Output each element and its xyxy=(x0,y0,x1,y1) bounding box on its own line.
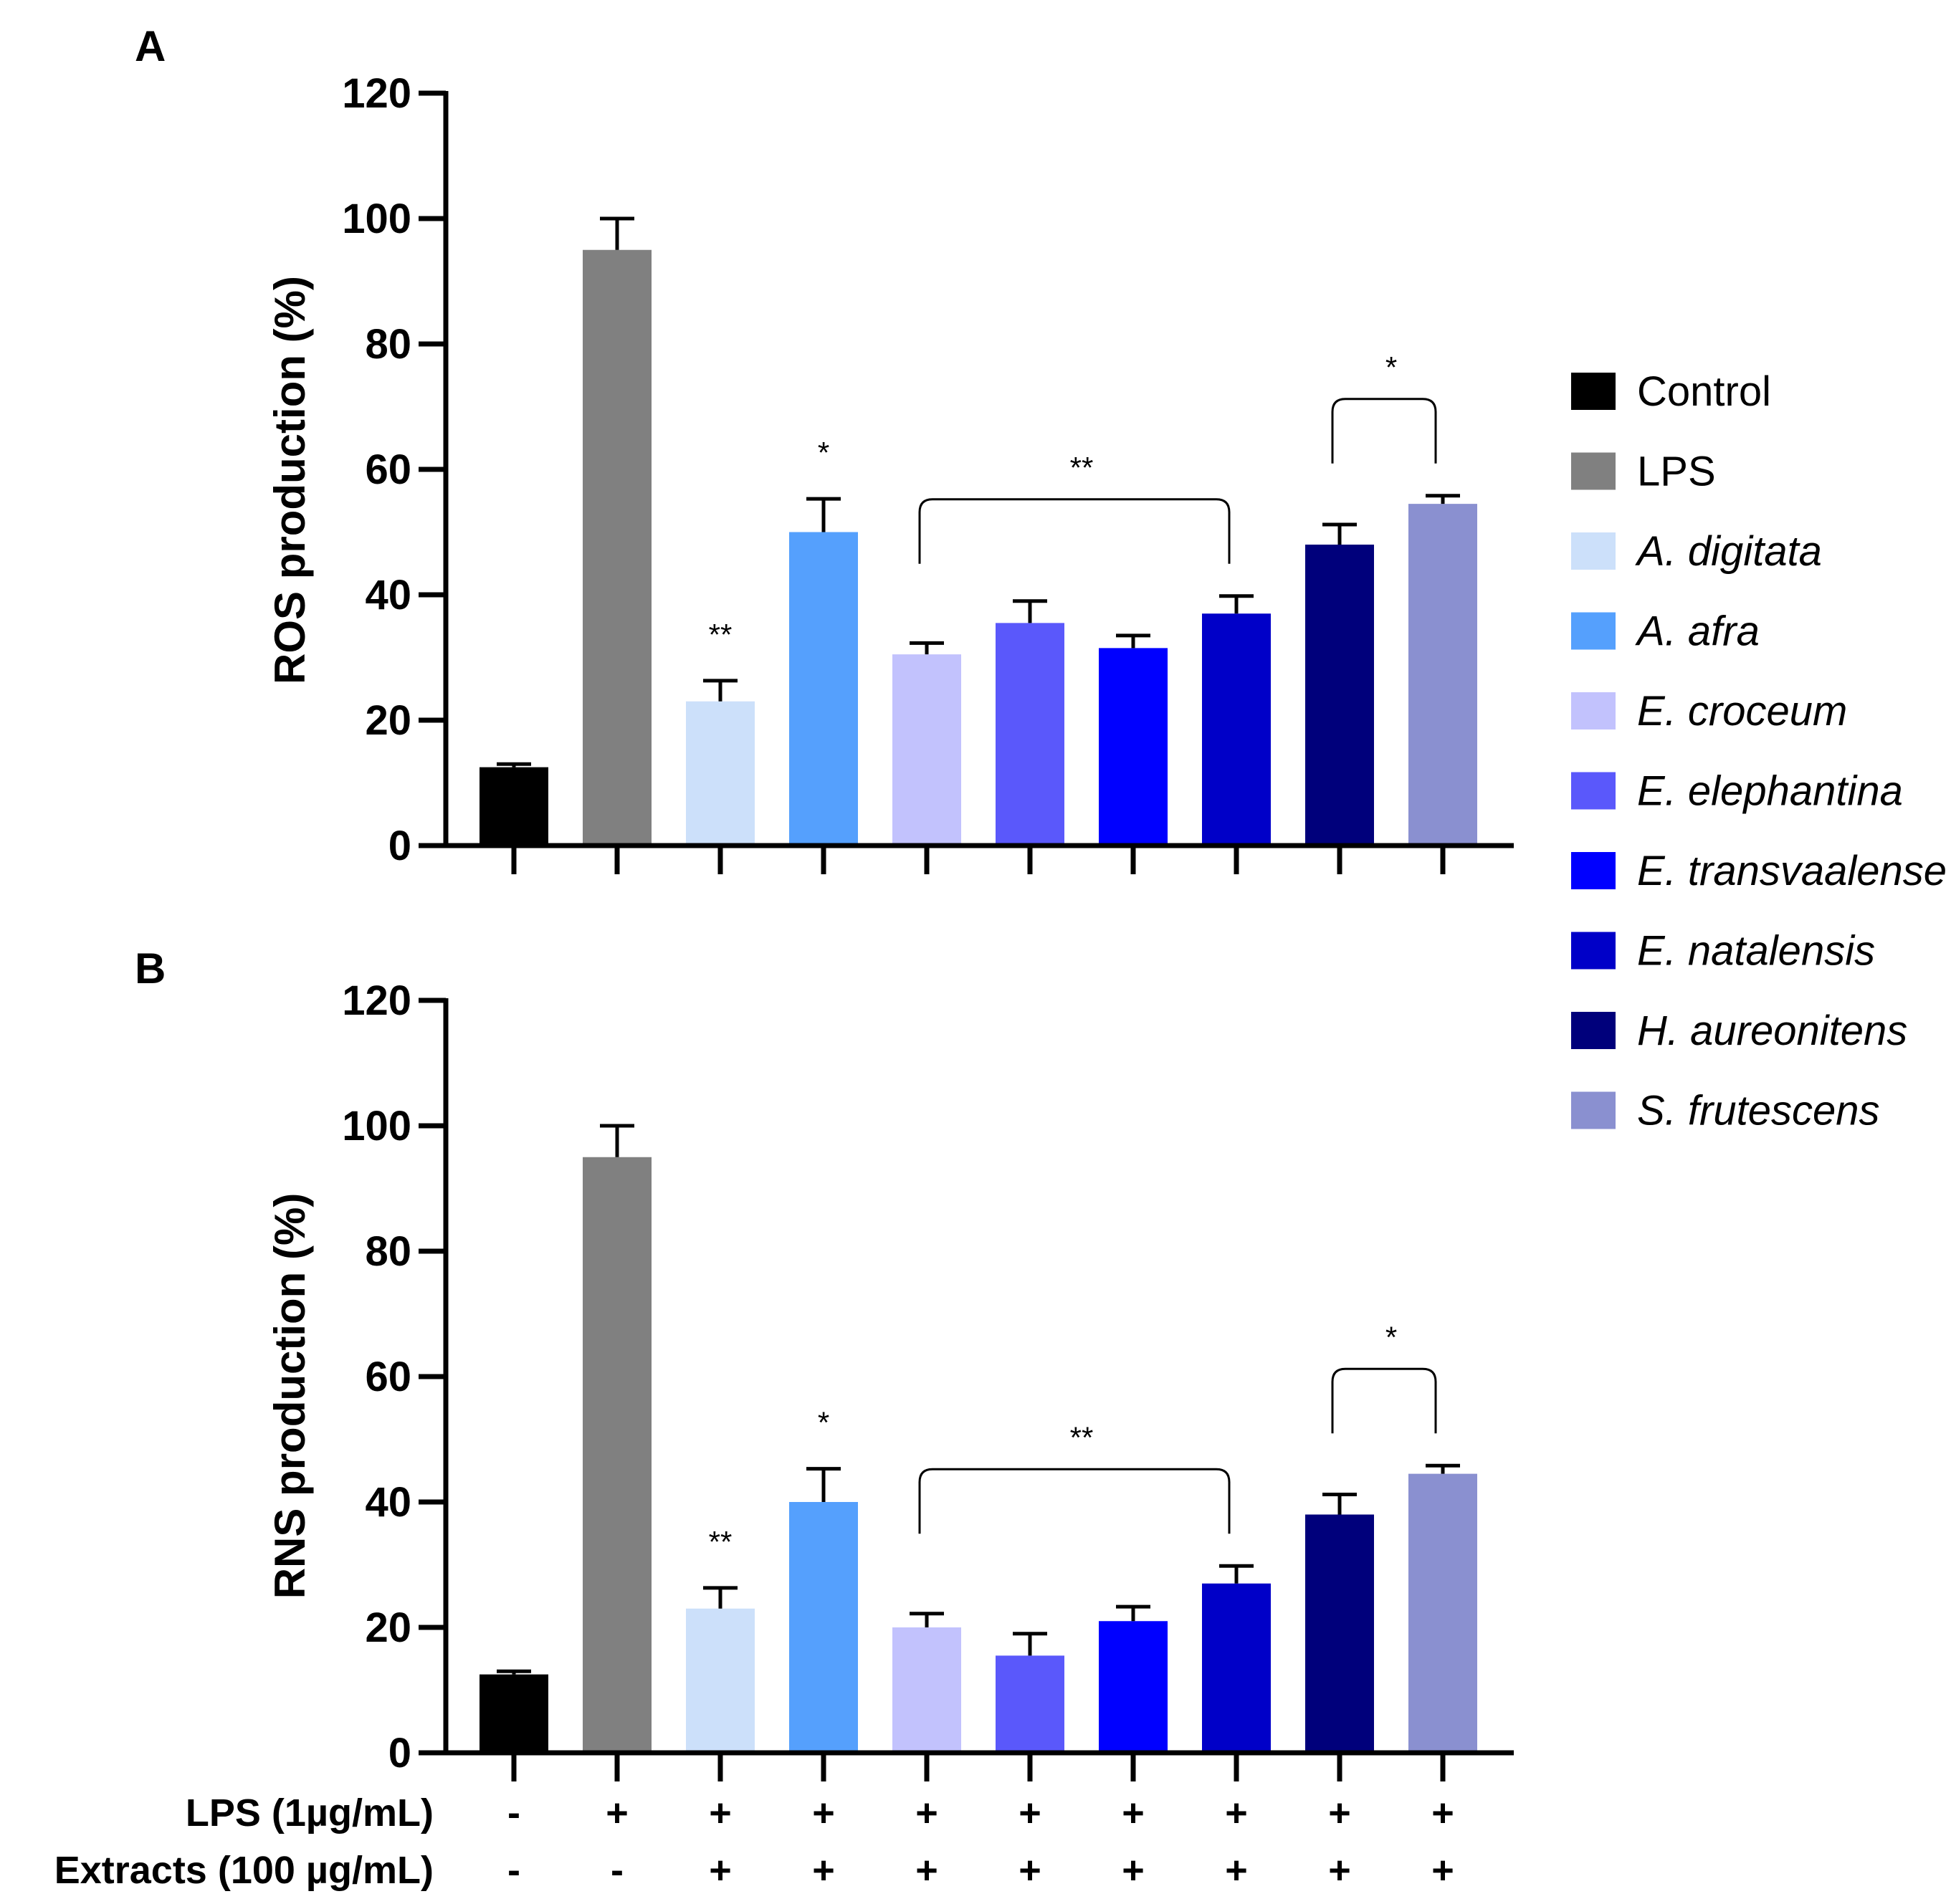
legend-label-8: H. aureonitens xyxy=(1637,1008,1907,1054)
y-tick-label-b-4: 80 xyxy=(365,1228,411,1275)
treatment-sign-0-6: + xyxy=(1122,1791,1145,1834)
legend-swatch-4 xyxy=(1571,692,1616,729)
y-tick-label-b-6: 120 xyxy=(342,977,411,1024)
significance-b-2: ** xyxy=(1070,1420,1094,1454)
significance-b-1: * xyxy=(818,1406,829,1440)
bar-b-9 xyxy=(1408,1473,1477,1753)
legend-label-2: A. digitata xyxy=(1635,528,1822,575)
legend-swatch-1 xyxy=(1571,452,1616,490)
treatment-sign-1-4: + xyxy=(915,1849,938,1892)
y-tick-label-a-1: 20 xyxy=(365,697,411,744)
treatment-sign-1-9: + xyxy=(1431,1849,1454,1892)
bar-a-4 xyxy=(892,654,961,846)
legend-swatch-0 xyxy=(1571,373,1616,410)
treatment-sign-0-8: + xyxy=(1328,1791,1351,1834)
treatment-sign-1-1: - xyxy=(611,1849,624,1892)
treatment-row-label-0: LPS (1µg/mL) xyxy=(186,1791,434,1834)
y-axis-title-a: ROS production (%) xyxy=(266,276,314,684)
treatment-sign-0-4: + xyxy=(915,1791,938,1834)
treatment-sign-0-2: + xyxy=(709,1791,732,1834)
significance-a-3: * xyxy=(1385,350,1397,384)
y-tick-label-a-2: 40 xyxy=(365,572,411,618)
treatment-sign-0-5: + xyxy=(1019,1791,1041,1834)
legend-swatch-8 xyxy=(1571,1012,1616,1049)
significance-b-3: * xyxy=(1385,1320,1397,1354)
panel-label-b: B xyxy=(135,944,166,992)
bar-b-7 xyxy=(1202,1583,1271,1753)
bar-b-2 xyxy=(686,1608,755,1753)
y-tick-label-a-3: 60 xyxy=(365,446,411,493)
panel-label-a: A xyxy=(135,22,166,70)
significance-a-2: ** xyxy=(1070,451,1094,484)
bar-a-0 xyxy=(480,767,548,846)
bar-a-6 xyxy=(1099,648,1168,846)
legend-swatch-5 xyxy=(1571,772,1616,810)
treatment-sign-1-7: + xyxy=(1225,1849,1248,1892)
bar-b-8 xyxy=(1305,1514,1374,1753)
bar-a-9 xyxy=(1408,504,1477,846)
legend-swatch-6 xyxy=(1571,852,1616,889)
y-tick-label-b-0: 0 xyxy=(388,1730,411,1776)
bar-b-1 xyxy=(583,1157,652,1753)
bar-b-0 xyxy=(480,1674,548,1753)
y-tick-label-a-5: 100 xyxy=(342,196,411,242)
bar-b-4 xyxy=(892,1627,961,1753)
bar-a-8 xyxy=(1305,545,1374,846)
treatment-sign-0-0: - xyxy=(507,1791,520,1834)
y-tick-label-a-6: 120 xyxy=(342,70,411,117)
legend-label-9: S. frutescens xyxy=(1637,1088,1879,1134)
treatment-sign-0-1: + xyxy=(606,1791,629,1834)
significance-a-1: * xyxy=(818,436,829,469)
legend: Control LPS A. digitata A. afra E. croceum E.… xyxy=(1571,368,1947,1134)
treatment-row-label-1: Extracts (100 µg/mL) xyxy=(54,1849,434,1892)
legend-label-1: LPS xyxy=(1637,449,1716,495)
treatment-sign-0-9: + xyxy=(1431,1791,1454,1834)
treatment-sign-0-7: + xyxy=(1225,1791,1248,1834)
legend-swatch-2 xyxy=(1571,532,1616,570)
bar-a-2 xyxy=(686,701,755,846)
significance-a-0: ** xyxy=(709,618,733,651)
significance-bracket-a-2 xyxy=(918,498,1231,564)
treatment-sign-1-0: - xyxy=(507,1849,520,1892)
legend-label-7: E. natalensis xyxy=(1637,928,1875,975)
legend-swatch-9 xyxy=(1571,1091,1616,1129)
y-tick-label-b-1: 20 xyxy=(365,1604,411,1651)
legend-label-3: A. afra xyxy=(1635,608,1760,655)
bar-b-3 xyxy=(789,1502,858,1753)
significance-bracket-b-2 xyxy=(918,1468,1231,1534)
bar-a-5 xyxy=(996,623,1064,846)
y-tick-label-b-5: 100 xyxy=(342,1103,411,1149)
treatment-sign-1-8: + xyxy=(1328,1849,1351,1892)
treatment-sign-1-3: + xyxy=(812,1849,835,1892)
significance-bracket-a-3 xyxy=(1331,398,1437,464)
treatment-table: LPS (1µg/mL) - + + + + + + + + + Extracts (100 µg/m… xyxy=(54,1791,1454,1892)
bar-b-6 xyxy=(1099,1621,1168,1753)
y-tick-label-b-2: 40 xyxy=(365,1479,411,1526)
y-tick-label-a-0: 0 xyxy=(388,823,411,869)
legend-label-6: E. transvaalense xyxy=(1637,848,1947,894)
bar-a-7 xyxy=(1202,613,1271,846)
y-tick-label-a-4: 80 xyxy=(365,321,411,368)
legend-label-4: E. croceum xyxy=(1637,688,1847,735)
significance-bracket-b-3 xyxy=(1331,1367,1437,1434)
treatment-sign-1-2: + xyxy=(709,1849,732,1892)
bar-a-3 xyxy=(789,532,858,846)
bar-b-5 xyxy=(996,1655,1064,1753)
y-axis-title-b: RNS production (%) xyxy=(266,1193,314,1599)
significance-b-0: ** xyxy=(709,1525,733,1559)
legend-label-5: E. elephantina xyxy=(1637,768,1903,815)
treatment-sign-1-5: + xyxy=(1019,1849,1041,1892)
y-tick-label-b-3: 60 xyxy=(365,1354,411,1400)
legend-swatch-3 xyxy=(1571,612,1616,650)
treatment-sign-1-6: + xyxy=(1122,1849,1145,1892)
treatment-sign-0-3: + xyxy=(812,1791,835,1834)
legend-swatch-7 xyxy=(1571,932,1616,970)
bar-a-1 xyxy=(583,249,652,846)
legend-label-0: Control xyxy=(1637,368,1771,415)
